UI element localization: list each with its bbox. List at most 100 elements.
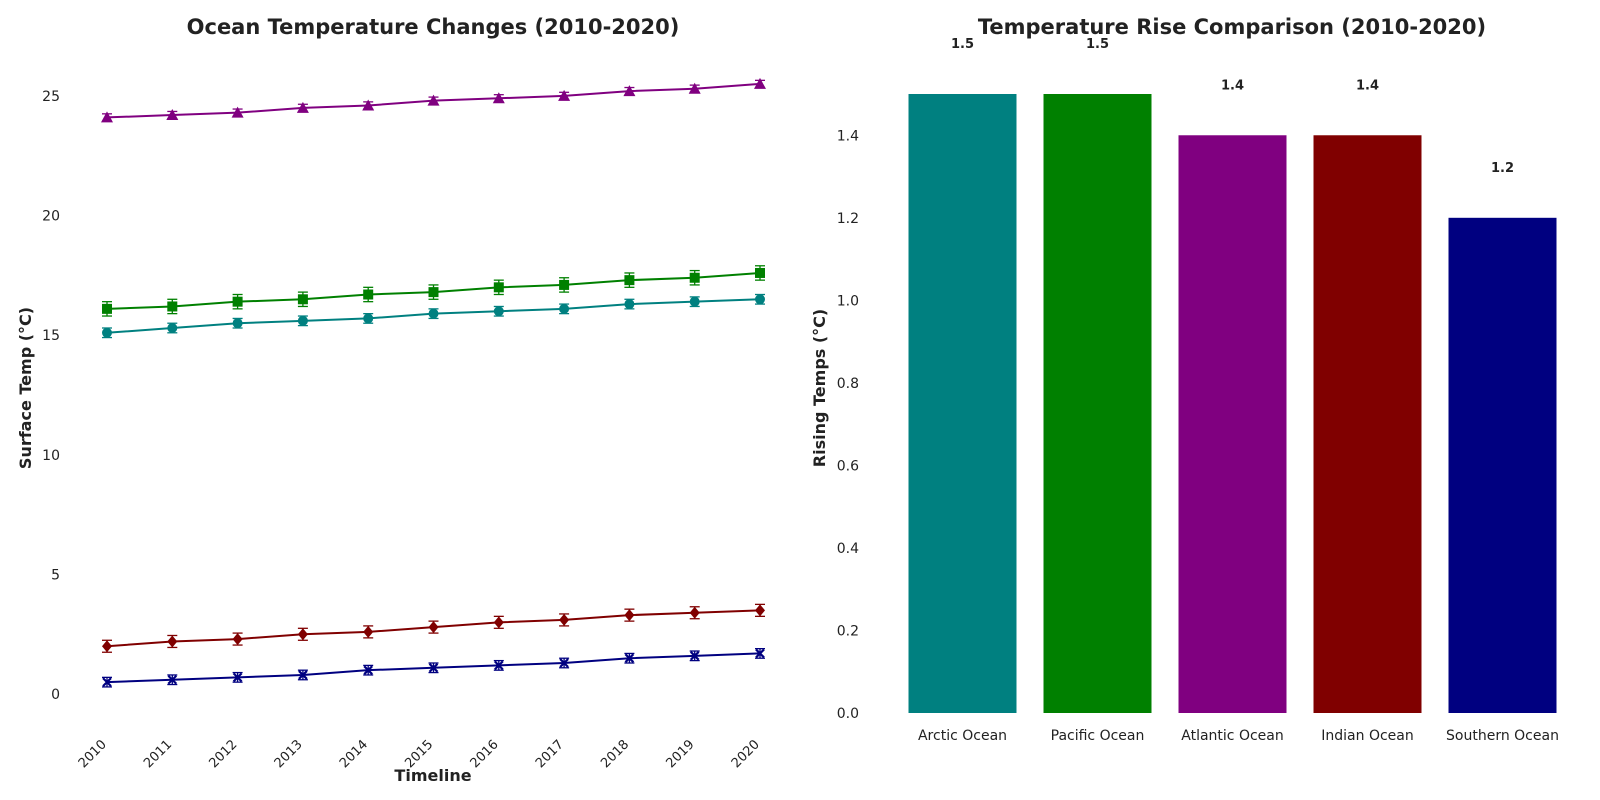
line-y-tick-label: 20 [42,209,60,225]
bar [1043,94,1152,713]
bar-value-label: 1.4 [1221,78,1244,93]
data-point [427,94,440,106]
data-point [363,625,374,638]
bar-y-tick-label: 0.4 [837,541,859,557]
bar-category-label: Pacific Ocean [1051,728,1145,744]
bar-chart-title: Temperature Rise Comparison (2010-2020) [978,15,1486,39]
data-point [755,267,765,278]
bar-category-label: Indian Ocean [1321,728,1413,744]
data-point [363,665,373,675]
data-point [559,613,570,626]
data-point [167,323,178,333]
data-point [167,674,178,685]
data-point [232,672,243,683]
data-point [102,327,112,338]
data-point [232,296,243,307]
bar-category-label: Southern Ocean [1446,728,1559,744]
data-point [297,294,308,305]
line-x-tick-label: 2018 [598,737,632,771]
data-point [428,308,439,319]
data-point [167,301,178,312]
bar-y-tick-label: 0.2 [837,623,859,639]
data-point [559,279,570,290]
line-x-tick-label: 2019 [664,737,698,771]
data-point [624,299,635,310]
bar [1178,135,1287,713]
data-point [494,660,504,671]
bar [1448,217,1557,714]
data-point [296,101,309,113]
data-point [624,275,635,286]
data-point [623,85,636,97]
data-point [167,635,178,648]
bar [1313,135,1422,713]
line-y-tick-label: 15 [42,328,60,344]
line-y-tick-label: 0 [51,687,60,703]
data-point [102,677,112,687]
data-point [232,633,243,646]
line-chart-title: Ocean Temperature Changes (2010-2020) [187,15,680,39]
data-point [754,77,766,89]
data-point [755,294,765,305]
bar-value-label: 1.5 [951,37,974,52]
bar-y-tick-label: 0.6 [837,458,859,474]
data-point [493,306,504,317]
data-point [101,111,113,123]
line-x-tick-label: 2012 [206,737,240,771]
data-point [428,621,439,634]
data-point [688,82,701,94]
bar-chart-ylabel: Rising Temps (°C) [810,309,829,467]
line-chart-xlabel: Timeline [394,766,471,785]
data-point [689,296,700,307]
bar-chart: 0.0 0.2 0.4 0.6 0.8 1.0 1.2 1.4 1.5 Arctic Ocean 1… [837,37,1559,744]
data-point [297,315,308,326]
data-point [559,658,569,668]
line-x-tick-label: 2010 [76,737,110,771]
bar-value-label: 1.4 [1356,78,1379,93]
bar-category-label: Atlantic Ocean [1181,728,1283,744]
data-point [428,287,439,298]
line-y-tick-label: 25 [42,89,60,105]
data-point [232,318,243,329]
data-point [624,653,635,663]
data-point [624,609,635,622]
data-point [362,99,375,111]
data-point [755,648,765,659]
data-point [689,272,700,283]
bar-value-label: 1.2 [1491,161,1514,176]
data-point [363,289,374,300]
bar-y-tick-label: 0.0 [837,706,859,722]
bar-y-tick-label: 0.8 [837,376,859,392]
line-y-tick-label: 5 [51,567,60,583]
data-point [492,92,505,104]
line-x-tick-label: 2011 [141,737,175,771]
data-point [493,282,504,293]
line-x-tick-label: 2013 [272,737,306,771]
line-chart-ylabel: Surface Temp (°C) [16,307,35,469]
line-y-tick-label: 10 [42,448,60,464]
data-point [428,663,439,673]
bar-y-tick-label: 1.0 [837,293,859,309]
bar-y-tick-label: 1.2 [837,211,859,227]
data-point [297,628,308,641]
data-point [102,303,112,314]
bar-category-label: Arctic Ocean [918,728,1007,744]
bar [908,94,1017,713]
data-point [166,109,179,121]
data-point [755,604,765,617]
data-point [689,606,700,619]
line-x-tick-label: 2020 [729,737,763,771]
bar-value-label: 1.5 [1086,37,1109,52]
data-point [102,640,112,653]
bar-y-tick-label: 1.4 [837,128,859,144]
line-x-tick-label: 2017 [533,737,567,771]
line-x-tick-label: 2014 [337,737,371,771]
data-point [559,303,570,314]
data-point [363,313,374,324]
data-point [689,651,700,661]
line-x-tick-label: 2016 [468,737,502,771]
data-point [493,616,504,629]
data-point [298,670,308,680]
